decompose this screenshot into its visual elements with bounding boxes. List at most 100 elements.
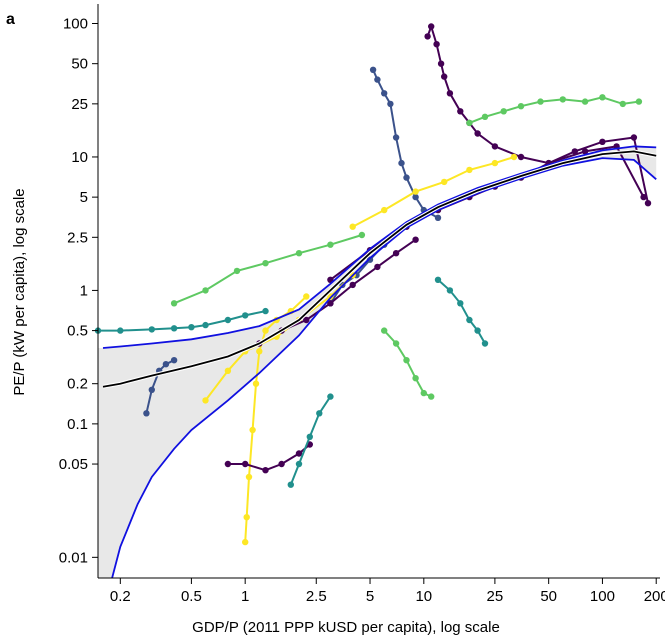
country-series-5 [224, 441, 313, 474]
data-point [252, 380, 260, 387]
data-point [233, 267, 241, 275]
data-point [306, 433, 313, 440]
axes-layer: 0.2 0.5 1 2.5 5 10 25 50 100 200 0.01 0.05 0.1 0.2 0.5… [59, 4, 665, 605]
y-tick-label: 0.05 [59, 456, 88, 473]
data-point [387, 100, 394, 108]
data-point [369, 66, 377, 74]
series-line-11 [437, 279, 486, 344]
data-point [224, 460, 232, 468]
data-point [262, 327, 269, 334]
data-point [327, 300, 334, 307]
data-point [599, 94, 606, 101]
data-point [242, 312, 249, 319]
data-point [581, 98, 589, 105]
series-line-1 [372, 69, 439, 219]
country-series-8 [381, 327, 435, 400]
data-point [644, 200, 652, 207]
data-point [262, 467, 269, 474]
data-point [510, 153, 518, 161]
data-point [500, 108, 507, 115]
data-point [434, 276, 442, 283]
data-point [381, 90, 388, 97]
data-point [474, 130, 481, 137]
data-point [599, 138, 606, 145]
data-point [303, 293, 310, 300]
fit-line [102, 150, 657, 388]
data-point [428, 23, 435, 30]
x-axis-title: GDP/P (2011 PPP kUSD per capita), log sc… [192, 619, 500, 636]
data-point [202, 287, 209, 294]
y-tick-label: 1 [80, 282, 88, 299]
data-point [441, 178, 448, 186]
data-point [278, 460, 285, 468]
data-point [635, 98, 643, 105]
data-point [559, 96, 566, 103]
y-tick-label: 10 [71, 149, 88, 166]
data-point [262, 307, 269, 315]
y-tick-label: 2.5 [67, 229, 88, 246]
country-series-1 [369, 66, 442, 221]
data-point [412, 236, 419, 243]
data-point [188, 324, 195, 331]
data-point [224, 316, 232, 324]
data-point [224, 367, 232, 374]
x-tick-label: 200 [644, 588, 665, 605]
data-point [446, 287, 454, 294]
band-upper-line [102, 145, 657, 349]
x-tick-label: 25 [487, 588, 504, 605]
y-tick-label: 0.01 [59, 549, 88, 566]
data-point [148, 386, 155, 393]
series-line-8 [383, 329, 432, 398]
data-point [392, 134, 400, 141]
data-point [262, 260, 269, 267]
confidence-band-fill [98, 146, 657, 578]
data-point [327, 241, 334, 248]
data-point [581, 148, 589, 155]
data-point [412, 375, 419, 382]
data-point [287, 481, 294, 488]
x-tick-label: 10 [415, 588, 432, 605]
data-point [640, 193, 647, 201]
data-point [327, 293, 334, 300]
x-tick-label: 100 [590, 588, 615, 605]
x-tick-label: 0.2 [110, 588, 131, 605]
data-point [242, 460, 249, 468]
data-point [446, 90, 454, 97]
confidence-band-layer [98, 146, 657, 578]
y-tick-label: 5 [80, 189, 88, 206]
data-point [412, 193, 419, 201]
data-point [434, 214, 442, 221]
x-tick-label: 0.5 [181, 588, 202, 605]
data-point [358, 231, 366, 239]
data-point [619, 100, 626, 108]
data-point [403, 357, 410, 364]
country-series-12 [170, 231, 366, 307]
data-point [398, 159, 405, 167]
data-point [437, 60, 445, 67]
data-point [630, 134, 638, 141]
data-point [148, 326, 155, 333]
data-point [424, 33, 431, 40]
data-point [249, 426, 256, 434]
data-point [381, 206, 388, 214]
data-point [349, 223, 356, 230]
x-tick-label: 5 [366, 588, 374, 605]
y-tick-label: 0.5 [67, 323, 88, 340]
data-point [374, 76, 381, 83]
data-point [481, 340, 489, 347]
data-point [143, 410, 150, 417]
data-point [491, 143, 499, 150]
x-tick-label: 2.5 [306, 588, 327, 605]
country-series-layer [94, 23, 652, 546]
data-point [243, 514, 250, 521]
country-series-7 [287, 393, 334, 488]
data-point [517, 153, 525, 161]
data-point [256, 348, 263, 355]
data-point [242, 538, 249, 546]
data-point [202, 321, 209, 329]
data-point [428, 393, 435, 400]
data-point [303, 316, 310, 324]
data-point [571, 148, 578, 155]
data-point [295, 450, 303, 457]
